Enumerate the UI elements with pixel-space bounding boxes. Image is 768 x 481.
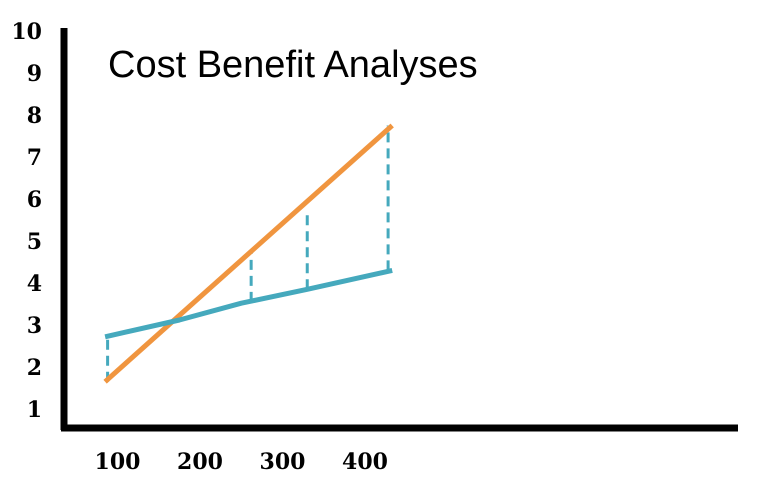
y-tick-label: 6 xyxy=(27,187,42,213)
y-tick-label: 9 xyxy=(27,61,42,87)
chart-title: Cost Benefit Analyses xyxy=(108,44,478,86)
x-tick-label: 400 xyxy=(342,449,388,475)
y-tick-label: 3 xyxy=(27,313,42,339)
series-line xyxy=(103,123,394,384)
y-tick-label: 5 xyxy=(27,229,42,255)
y-tick-label: 7 xyxy=(27,145,42,171)
x-axis-ticks: 100 200 300 400 xyxy=(95,449,388,475)
series-line xyxy=(104,267,393,340)
y-tick-label: 4 xyxy=(27,271,42,297)
y-tick-label: 1 xyxy=(27,397,42,423)
difference-markers xyxy=(106,125,390,382)
y-tick-label: 10 xyxy=(11,19,42,45)
y-axis-ticks: 1 2 3 4 5 6 7 8 9 10 xyxy=(11,19,42,423)
x-tick-label: 200 xyxy=(177,449,223,475)
y-tick-label: 2 xyxy=(27,355,42,381)
x-tick-label: 300 xyxy=(260,449,306,475)
y-tick-label: 8 xyxy=(27,103,42,129)
series-lines xyxy=(103,123,394,384)
x-tick-label: 100 xyxy=(95,449,141,475)
